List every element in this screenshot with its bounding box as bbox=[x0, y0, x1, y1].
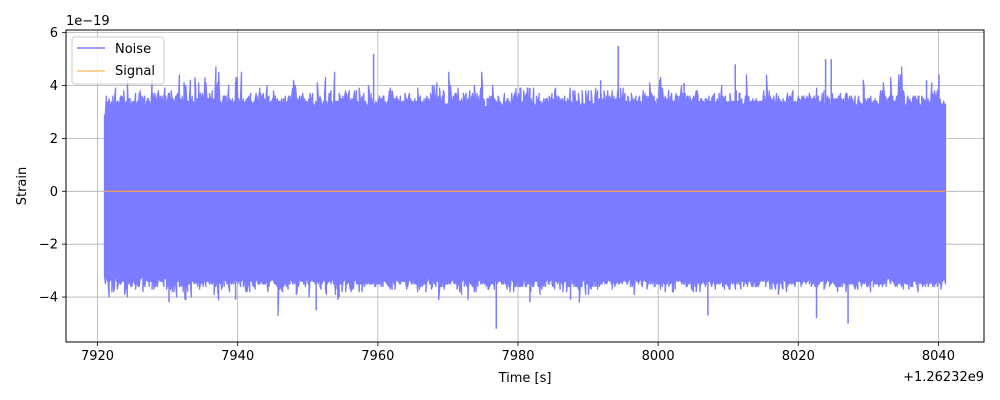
y-tick-label: −2 bbox=[39, 238, 58, 253]
x-tick-label: 8020 bbox=[782, 349, 815, 364]
x-tick-label: 7940 bbox=[221, 349, 254, 364]
y-tick-label: 6 bbox=[50, 26, 58, 41]
x-tick-label: 7920 bbox=[81, 349, 114, 364]
x-axis-label: Time [s] bbox=[498, 371, 552, 386]
y-tick-label: 0 bbox=[50, 185, 58, 200]
legend-signal-label: Signal bbox=[115, 64, 155, 79]
noise-series-line bbox=[103, 66, 947, 317]
x-tick-label: 7960 bbox=[361, 349, 394, 364]
y-axis-label: Strain bbox=[15, 167, 30, 206]
x-offset-label: +1.26232e9 bbox=[903, 370, 984, 385]
x-tick-label: 7980 bbox=[501, 349, 534, 364]
legend: Noise Signal bbox=[71, 36, 165, 85]
x-tick-label: 8040 bbox=[922, 349, 955, 364]
x-axis-ticks: 7920 7940 7960 7980 8000 8020 8040 bbox=[81, 342, 955, 364]
legend-noise-label: Noise bbox=[115, 42, 151, 57]
axes-frame bbox=[65, 29, 985, 343]
series-layer bbox=[103, 45, 947, 329]
x-tick-label: 8000 bbox=[642, 349, 675, 364]
y-scale-label: 1e−19 bbox=[66, 14, 110, 29]
plot-area: 7920 7940 7960 7980 8000 8020 8040 −4 −2 0 2 4 6 bbox=[39, 26, 985, 364]
y-tick-label: 2 bbox=[50, 132, 58, 147]
y-tick-label: −4 bbox=[39, 291, 58, 306]
y-axis-ticks: −4 −2 0 2 4 6 bbox=[39, 26, 66, 306]
y-tick-label: 4 bbox=[50, 79, 58, 94]
